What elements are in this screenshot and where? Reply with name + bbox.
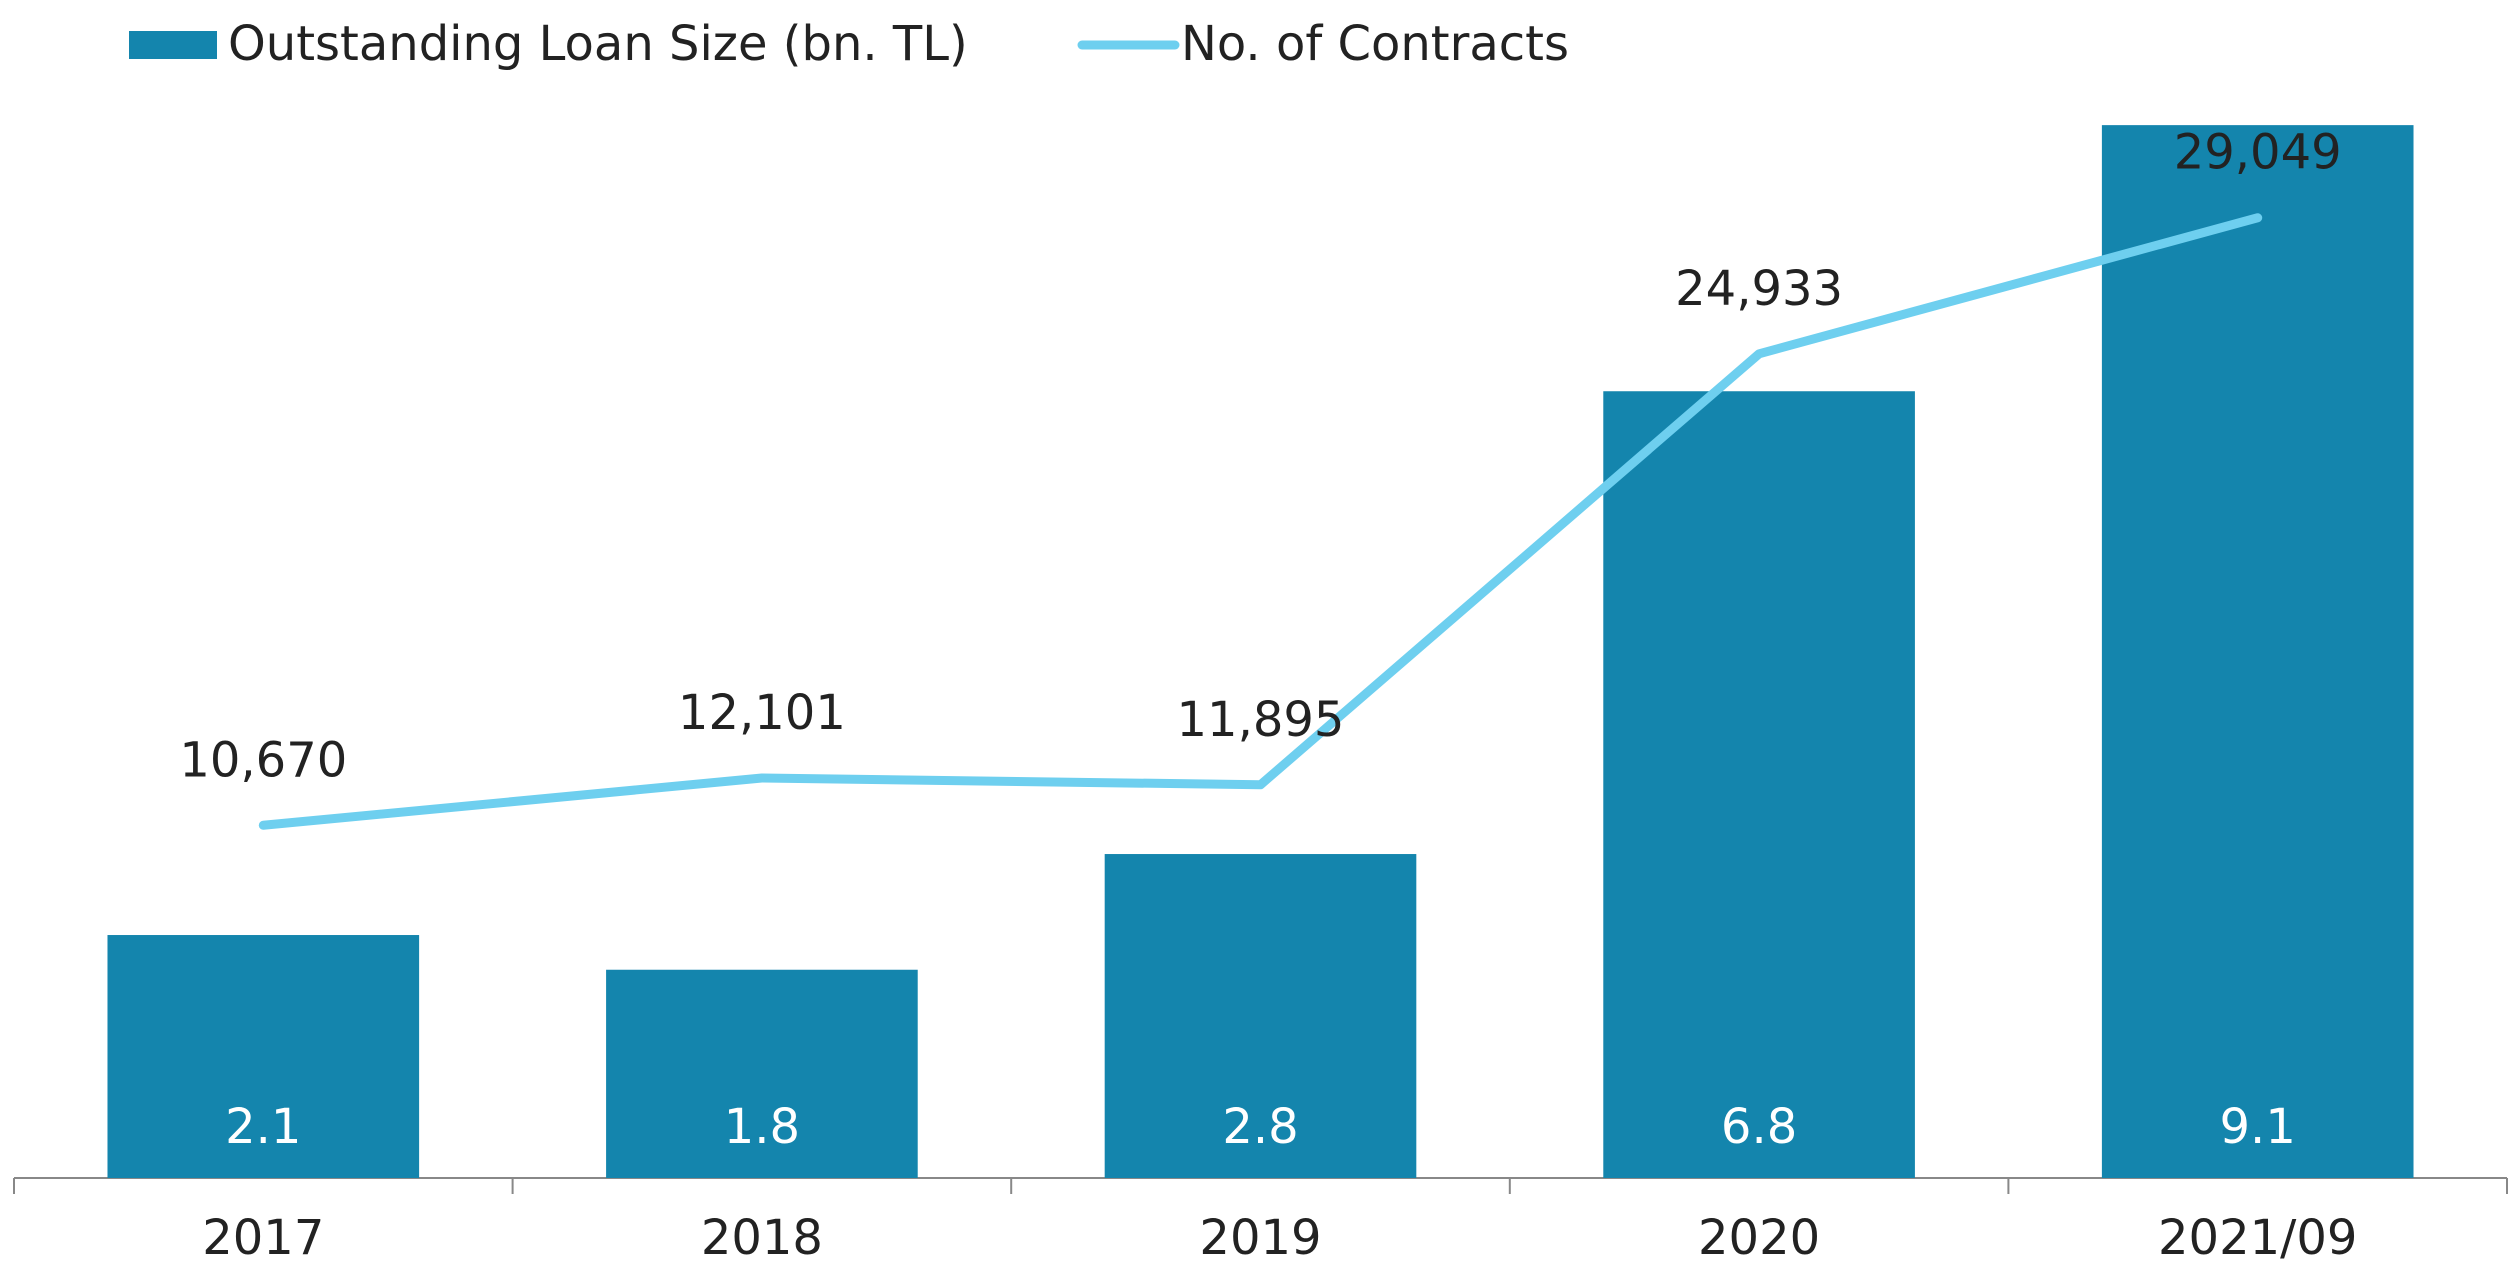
- x-tick-label: 2018: [701, 1210, 823, 1263]
- bar: [1603, 391, 1915, 1178]
- bar-value-label: 9.1: [2220, 1099, 2296, 1155]
- x-tick-label: 2019: [1199, 1210, 1321, 1263]
- x-tick-label: 2020: [1698, 1210, 1820, 1263]
- line-value-label: 10,670: [179, 732, 347, 788]
- line-value-label: 24,933: [1675, 261, 1843, 317]
- line: [258, 213, 2263, 830]
- bar: [107, 935, 420, 1178]
- bar: [606, 969, 918, 1178]
- bar-value-label: 1.8: [724, 1099, 800, 1155]
- bar: [2101, 125, 2414, 1178]
- line-value-label: 11,895: [1177, 692, 1345, 748]
- x-tick-label: 2017: [202, 1210, 324, 1263]
- x-tick-label: 2021/09: [2158, 1210, 2357, 1263]
- bar-value-label: 6.8: [1721, 1099, 1797, 1155]
- line-value-label: 12,101: [678, 685, 846, 741]
- legend-label: Outstanding Loan Size (bn. TL): [228, 16, 968, 72]
- bar: [1104, 854, 1417, 1178]
- bar-value-label: 2.8: [1222, 1099, 1298, 1155]
- legend-swatch: [129, 31, 217, 59]
- legend-label: No. of Contracts: [1181, 16, 1569, 72]
- line-value-label: 29,049: [2174, 125, 2342, 181]
- bar-value-label: 2.1: [225, 1099, 301, 1155]
